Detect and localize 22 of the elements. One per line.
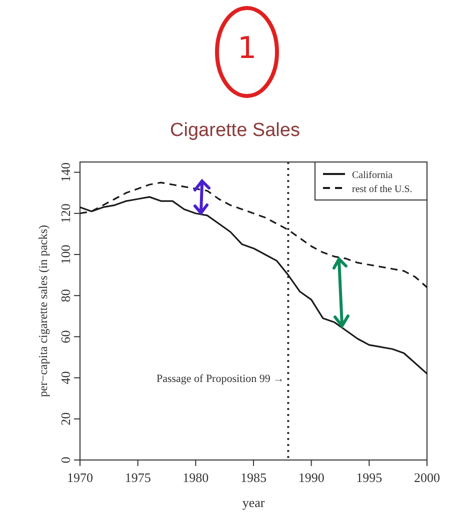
ref-line-label: Passage of Proposition 99 → (156, 372, 284, 385)
y-tick-label: 80 (58, 289, 73, 302)
y-tick-label: 40 (58, 371, 73, 384)
x-tick-label: 1995 (356, 470, 382, 485)
y-tick-label: 20 (58, 412, 73, 426)
text: 1 (237, 31, 257, 66)
x-tick-label: 2000 (414, 470, 440, 485)
y-axis-title: per−capita cigarette sales (in packs) (36, 224, 50, 398)
y-tick-label: 100 (58, 244, 73, 264)
x-tick-label: 1975 (124, 470, 151, 485)
x-tick-label: 1990 (298, 470, 324, 485)
x-axis-title: year (242, 495, 266, 510)
y-tick-label: 140 (58, 162, 73, 182)
x-tick-label: 1980 (182, 470, 209, 485)
y-tick-label: 60 (58, 330, 73, 344)
y-tick-label: 0 (58, 456, 73, 464)
legend-label: rest of the U.S. (352, 184, 412, 195)
chart-title: Cigarette Sales (170, 120, 300, 141)
y-tick-label: 120 (58, 204, 73, 224)
x-tick-label: 1985 (240, 470, 266, 485)
legend-label: California (352, 170, 394, 181)
x-tick-label: 1970 (67, 470, 93, 485)
